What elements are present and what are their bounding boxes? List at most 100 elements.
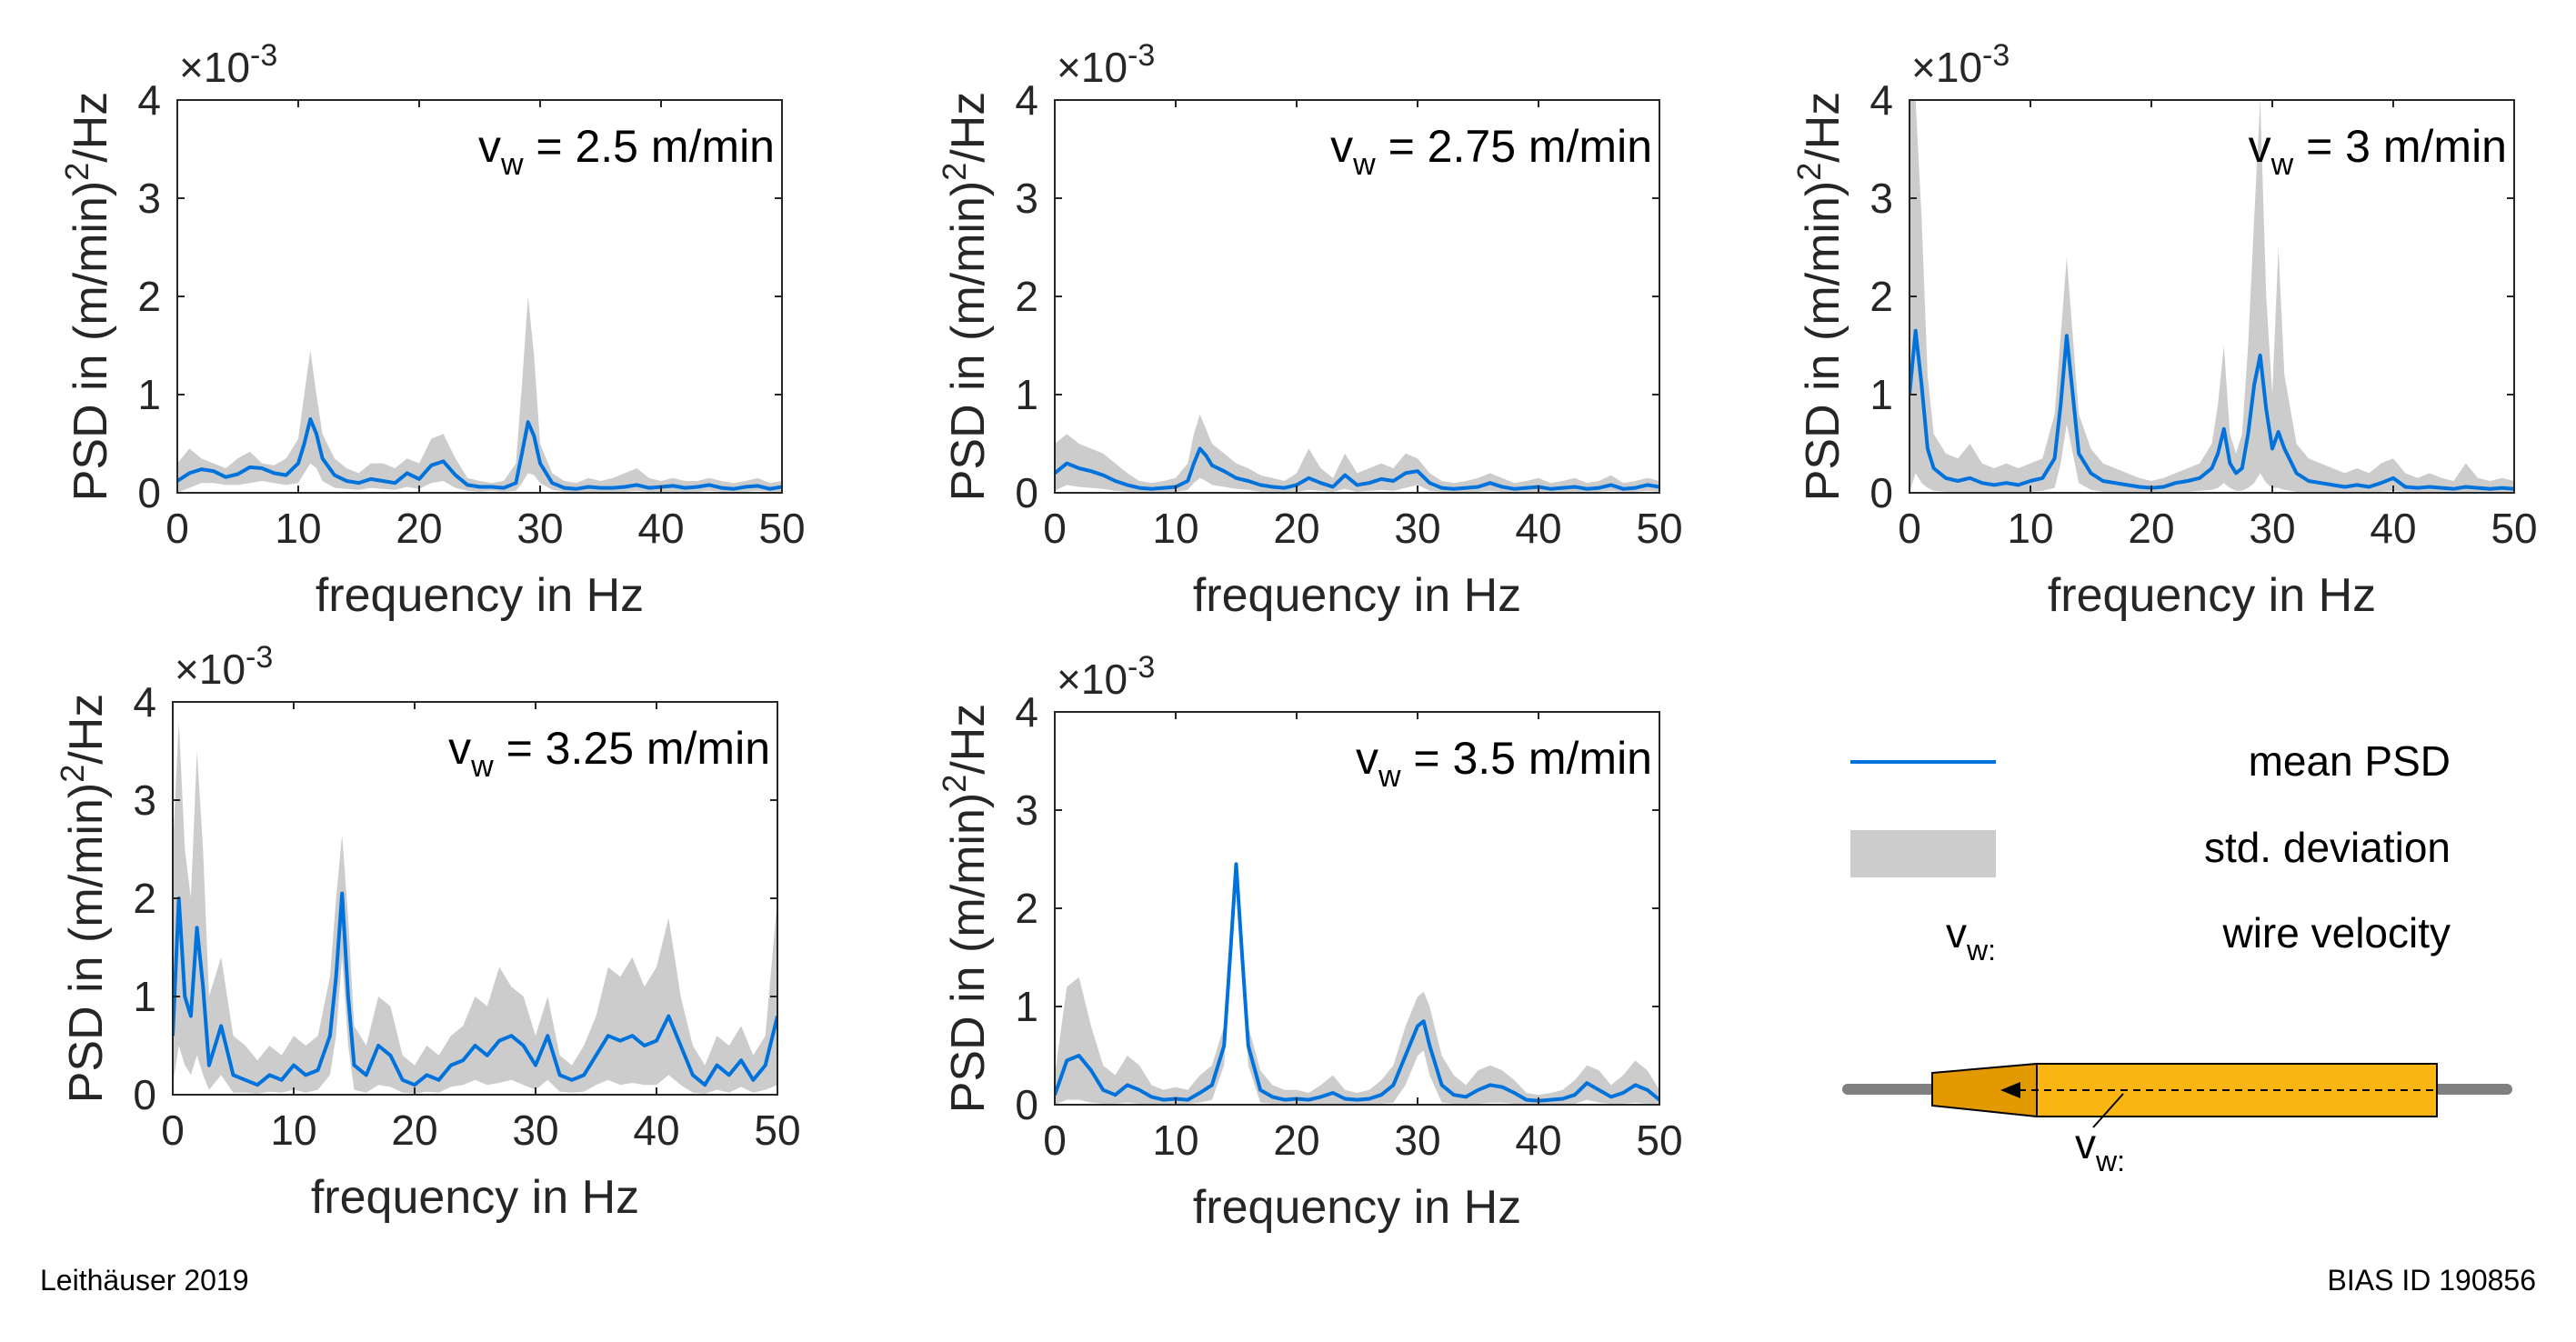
y-tick-label: 2 — [137, 273, 161, 320]
velocity-annotation: vw = 2.5 m/min — [478, 121, 775, 182]
annotation-subscript: w — [1352, 147, 1376, 182]
x-tick-label: 20 — [1273, 1117, 1319, 1164]
plot-area — [1909, 100, 2514, 493]
y-tick-label: 0 — [133, 1071, 156, 1118]
x-tick-label: 50 — [1636, 1117, 1682, 1164]
velocity-annotation: vw = 3.5 m/min — [1356, 733, 1652, 794]
annotation-value: = 2.75 m/min — [1376, 121, 1652, 172]
x-axis-label: frequency in Hz — [1193, 569, 1521, 622]
annotation-value: = 3 m/min — [2293, 121, 2507, 172]
x-tick-label: 30 — [516, 505, 563, 552]
y-axis-label-tail: /Hz — [942, 704, 995, 775]
y-axis-label-main: PSD in (m/min) — [65, 181, 117, 501]
annotation-v: v — [478, 121, 501, 172]
x-axis-label: frequency in Hz — [311, 1171, 639, 1224]
y-axis-label-superscript: 2 — [54, 765, 91, 783]
wire-direction-arrowhead — [2000, 1082, 2020, 1098]
annotation-v: v — [448, 723, 471, 774]
x-tick-label: 30 — [2249, 505, 2295, 552]
x-tick-label: 30 — [1394, 1117, 1440, 1164]
annotation-subscript: w — [470, 749, 494, 784]
footer-id: BIAS ID 190856 — [2327, 1264, 2536, 1297]
x-tick-label: 50 — [1636, 505, 1682, 552]
y-axis-label-main: PSD in (m/min) — [942, 181, 995, 501]
y-tick-label: 3 — [133, 776, 156, 824]
chart-panel-5: 0 10 20 30 40 50 0 1 2 3 4 frequency in Hz PSD in (m… — [936, 650, 1683, 1234]
x-tick-label: 20 — [1273, 505, 1319, 552]
plot-area — [1055, 859, 1659, 1105]
y-tick-label: 1 — [133, 973, 156, 1020]
velocity-annotation: vw = 2.75 m/min — [1330, 121, 1652, 182]
y-axis-label-superscript: 2 — [1790, 163, 1828, 181]
chart-panel-1: 0 10 20 30 40 50 0 1 2 3 4 frequency in Hz PSD in (m… — [58, 38, 806, 622]
velocity-label-subscript: w: — [2095, 1145, 2125, 1177]
x-tick-label: 10 — [275, 505, 321, 552]
y-tick-label: 0 — [137, 469, 161, 516]
y-axis-label: PSD in (m/min)2/Hz — [1790, 92, 1849, 502]
annotation-value: = 2.5 m/min — [524, 121, 776, 172]
y-tick-label: 0 — [1015, 469, 1038, 516]
y-tick-label: 0 — [1869, 469, 1893, 516]
y-multiplier-base: ×10 — [179, 44, 250, 91]
y-axis-label: PSD in (m/min)2/Hz — [54, 694, 113, 1104]
legend-std-label: std. deviation — [2204, 824, 2451, 871]
x-tick-label: 10 — [270, 1107, 316, 1154]
y-axis-label-tail: /Hz — [942, 92, 995, 163]
annotation-value: = 3.25 m/min — [494, 723, 770, 774]
x-tick-label: 30 — [512, 1107, 558, 1154]
annotation-subscript: w — [2270, 147, 2294, 182]
y-axis-label-main: PSD in (m/min) — [1797, 181, 1849, 501]
x-tick-label: 40 — [1515, 1117, 1561, 1164]
y-axis-label-tail: /Hz — [60, 694, 113, 765]
y-axis-label-tail: /Hz — [65, 92, 117, 163]
y-axis-label-main: PSD in (m/min) — [60, 783, 113, 1103]
x-tick-label: 50 — [754, 1107, 800, 1154]
y-tick-label: 0 — [1015, 1081, 1038, 1128]
velocity-annotation: vw = 3.25 m/min — [448, 723, 770, 784]
mean-psd-line — [1909, 328, 2514, 491]
x-tick-label: 0 — [1043, 505, 1067, 552]
y-axis-label: PSD in (m/min)2/Hz — [936, 704, 995, 1114]
chart-panel-2: 0 10 20 30 40 50 0 1 2 3 4 frequency in Hz PSD in (m… — [936, 38, 1683, 622]
y-multiplier-exponent: -3 — [1982, 38, 2010, 73]
y-tick-label: 1 — [1869, 371, 1893, 418]
legend-vw-subscript: w: — [1966, 934, 1996, 966]
y-multiplier-exponent: -3 — [1128, 650, 1155, 685]
y-tick-label: 4 — [133, 678, 156, 726]
annotation-v: v — [1356, 733, 1378, 784]
y-tick-label: 2 — [1015, 885, 1038, 932]
x-tick-label: 20 — [391, 1107, 437, 1154]
y-multiplier-exponent: -3 — [1128, 38, 1155, 73]
mean-psd-line — [1055, 862, 1659, 1103]
footer-author: Leithäuser 2019 — [40, 1264, 249, 1297]
legend: mean PSD std. deviation vw: wire velocit… — [1850, 737, 2451, 966]
y-axis-label-tail: /Hz — [1797, 92, 1849, 163]
x-tick-label: 20 — [2128, 505, 2174, 552]
annotation-v: v — [1330, 121, 1353, 172]
y-multiplier-base: ×10 — [1057, 656, 1128, 703]
x-tick-label: 10 — [1152, 505, 1198, 552]
annotation-v: v — [2249, 121, 2271, 172]
y-multiplier: ×10-3 — [1057, 650, 1155, 703]
mean-psd-line — [173, 891, 777, 1087]
x-tick-label: 40 — [2370, 505, 2416, 552]
y-axis-label: PSD in (m/min)2/Hz — [936, 92, 995, 502]
chart-panel-4: 0 10 20 30 40 50 0 1 2 3 4 frequency in Hz PSD in (m… — [54, 640, 801, 1224]
y-tick-label: 1 — [1015, 371, 1038, 418]
y-tick-label: 3 — [137, 175, 161, 222]
y-multiplier: ×10-3 — [1911, 38, 2010, 91]
y-tick-label: 4 — [1015, 688, 1038, 736]
x-tick-label: 0 — [1898, 505, 1921, 552]
x-tick-label: 30 — [1394, 505, 1440, 552]
y-tick-label: 3 — [1015, 786, 1038, 834]
std-deviation-band — [177, 296, 782, 493]
velocity-label: vw: — [2075, 1120, 2125, 1177]
y-multiplier-base: ×10 — [175, 646, 246, 693]
y-tick-label: 4 — [1015, 76, 1038, 124]
y-tick-label: 4 — [1869, 76, 1893, 124]
annotation-subscript: w — [1378, 759, 1401, 794]
x-tick-label: 0 — [1043, 1117, 1067, 1164]
x-axis-label: frequency in Hz — [1193, 1181, 1521, 1234]
y-axis-label: PSD in (m/min)2/Hz — [58, 92, 117, 502]
